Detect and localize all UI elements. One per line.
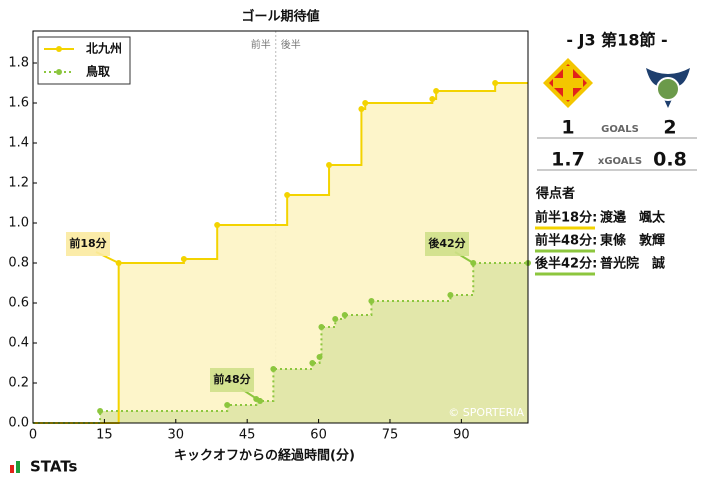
- scorer-time: 前半18分:: [535, 210, 597, 226]
- home-crest: [543, 58, 593, 108]
- point: [447, 292, 454, 298]
- y-tick-label: 1.4: [8, 136, 29, 151]
- x-tick-label: 90: [453, 428, 470, 443]
- point: [97, 408, 104, 414]
- annotation-box: [210, 368, 254, 392]
- y-tick-label: 1.8: [8, 56, 29, 71]
- halftime-label: 前半: [251, 38, 271, 51]
- logo: STATs: [10, 458, 78, 476]
- home-goals: 1: [561, 117, 574, 139]
- point: [309, 360, 316, 366]
- x-tick-label: 45: [239, 428, 256, 443]
- y-tick-label: 1.0: [8, 216, 29, 231]
- scorer-name: 東條 敦輝: [600, 233, 665, 249]
- legend-label: 鳥取: [86, 64, 110, 79]
- annotation-box: [66, 232, 110, 256]
- scorer: 前半18分: 渡邉 颯太: [535, 210, 666, 230]
- point: [316, 354, 323, 360]
- home-xg: 1.7: [551, 149, 585, 171]
- step-line: [33, 262, 528, 424]
- point: [368, 298, 375, 304]
- x-tick-label: 60: [310, 428, 327, 443]
- scorer: 前半48分: 東條 敦輝: [535, 233, 665, 253]
- away-xg: 0.8: [653, 149, 687, 171]
- point: [341, 312, 348, 318]
- x-tick-label: 15: [96, 428, 113, 443]
- match-title: - J3 第18節 -: [566, 31, 667, 50]
- x-tick-label: 30: [168, 428, 185, 443]
- point: [180, 256, 187, 262]
- legend-marker: [56, 46, 62, 52]
- point: [429, 96, 436, 102]
- annotation: 後42分: [428, 236, 465, 250]
- y-tick-label: 1.6: [8, 96, 29, 111]
- point: [362, 100, 369, 106]
- scorer-time: 前半48分:: [535, 233, 597, 249]
- point: [318, 324, 325, 330]
- point: [214, 222, 221, 228]
- x-tick-label: 0: [29, 428, 37, 443]
- goals-label: GOALS: [601, 124, 639, 135]
- halftime-label: 後半: [281, 38, 301, 51]
- point: [492, 80, 499, 86]
- scorer-time: 後半42分:: [535, 256, 597, 272]
- chart-title: ゴール期待値: [241, 9, 319, 25]
- legend-label: 北九州: [86, 41, 122, 56]
- y-tick-label: 1.2: [8, 176, 29, 191]
- y-tick-label: 0.6: [8, 296, 29, 311]
- y-tick-label: 0.8: [8, 256, 29, 271]
- scorer-name: 普光院 誠: [600, 256, 665, 272]
- point: [284, 192, 291, 198]
- y-tick-label: 0.4: [8, 336, 29, 351]
- point: [358, 106, 365, 112]
- y-tick-label: 0.2: [8, 376, 29, 391]
- x-axis-label: キックオフからの経過時間(分): [174, 448, 355, 464]
- away-crest: [646, 68, 690, 108]
- plot-frame: [32, 30, 529, 424]
- area: [33, 263, 528, 423]
- x-tick-label: 75: [382, 428, 399, 443]
- scorers-title: 得点者: [535, 186, 575, 202]
- point: [332, 316, 339, 322]
- point: [326, 162, 333, 168]
- legend-marker: [56, 69, 62, 75]
- logo-text: STATs: [30, 458, 78, 476]
- annotation: 前18分: [69, 236, 106, 250]
- scorer: 後半42分: 普光院 誠: [535, 256, 665, 276]
- watermark: © SPORTERIA: [448, 406, 524, 419]
- y-tick-label: 0.0: [8, 416, 29, 431]
- point: [433, 88, 440, 94]
- annotation-box: [425, 232, 469, 256]
- xg-label: xGOALS: [598, 156, 642, 167]
- scorer-name: 渡邉 颯太: [600, 210, 666, 226]
- legend: [37, 36, 131, 85]
- point: [224, 402, 231, 408]
- away-goals: 2: [663, 117, 676, 139]
- annotation: 前48分: [213, 372, 250, 386]
- point: [270, 366, 277, 372]
